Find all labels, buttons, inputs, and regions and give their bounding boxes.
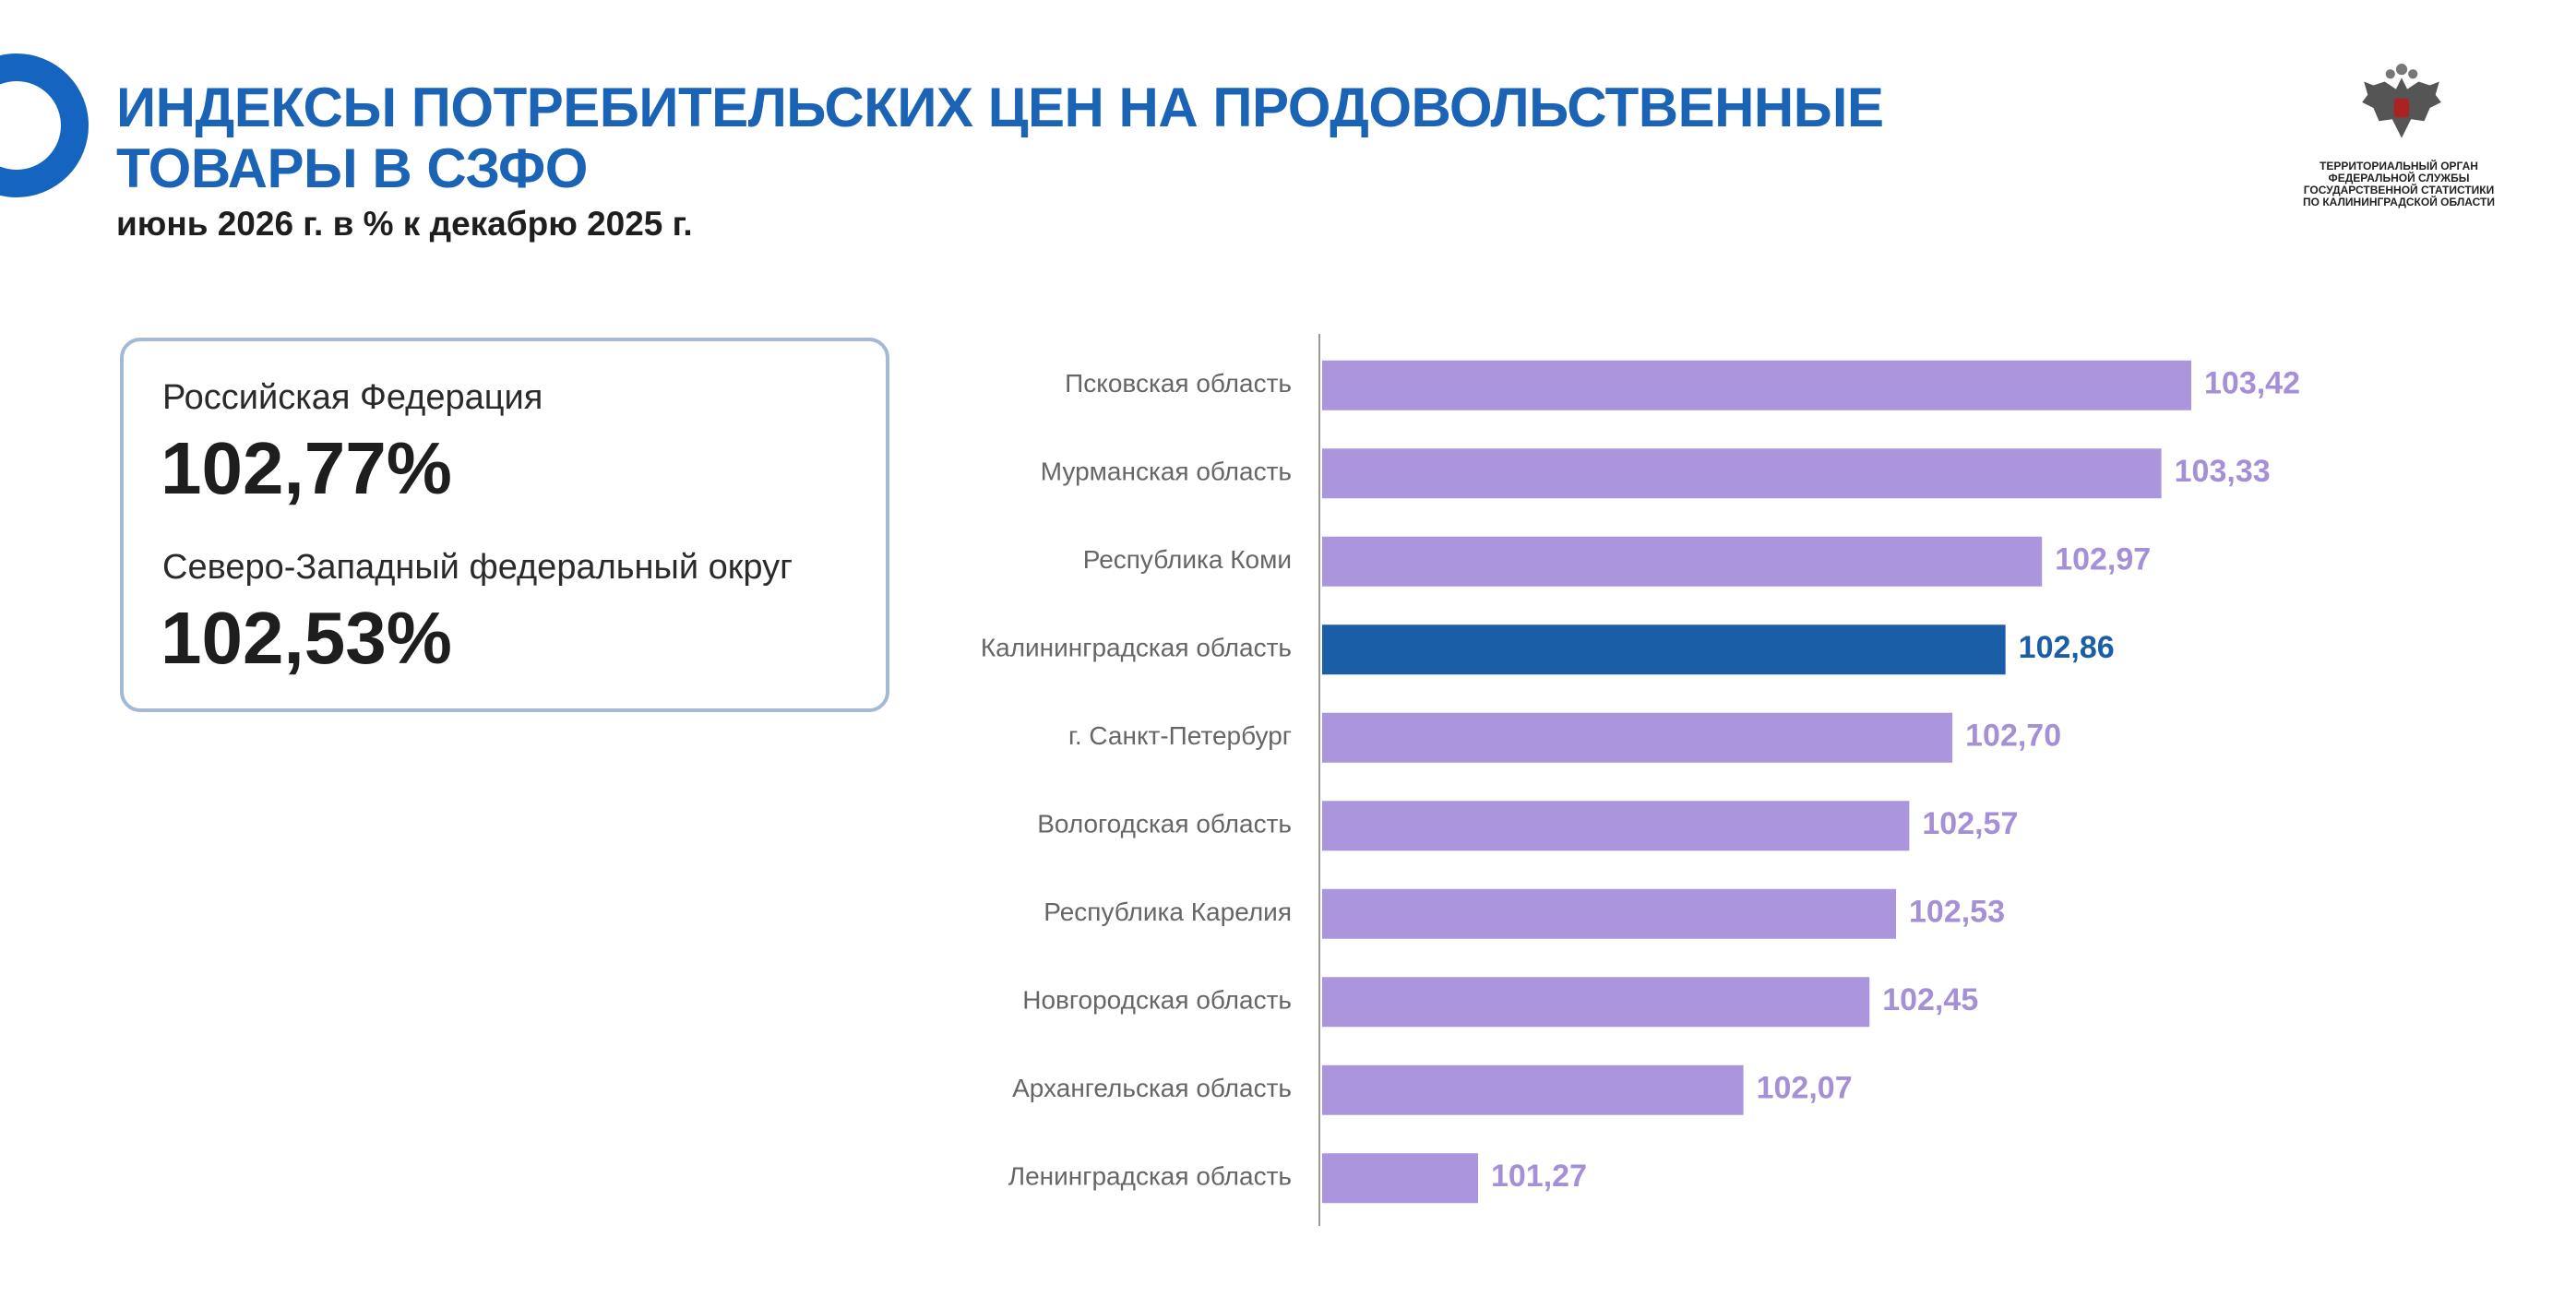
szfo-label: Северо-Западный федеральный округ [162,548,793,587]
category-label: Новгородская область [1022,986,1292,1015]
szfo-value: 102,53% [161,597,452,679]
value-label: 103,33 [2175,454,2271,489]
bar [1322,801,1910,851]
category-label: Республика Коми [1083,545,1292,574]
value-label: 102,57 [1922,806,2018,841]
value-label: 102,86 [2019,630,2115,665]
value-label: 103,42 [2204,366,2300,401]
bar [1322,360,2191,410]
page-title: ИНДЕКСЫ ПОТРЕБИТЕЛЬСКИХ ЦЕН НА ПРОДОВОЛЬ… [116,77,1884,199]
decorative-ring [0,54,89,197]
organization-name: ТЕРРИТОРИАЛЬНЫЙ ОРГАН ФЕДЕРАЛЬНОЙ СЛУЖБЫ… [2242,161,2556,208]
bar [1322,712,1953,763]
value-label: 102,45 [1882,982,1978,1017]
org-line: ФЕДЕРАЛЬНОЙ СЛУЖБЫ [2328,172,2470,184]
title-line-2: ТОВАРЫ В СЗФО [116,137,588,199]
bar [1322,977,1870,1028]
category-label: Архангельская область [1012,1074,1292,1102]
bar-highlighted [1322,624,2006,675]
bar [1322,888,1897,939]
category-label: Вологодская область [1037,810,1292,838]
eagle-emblem-icon [2362,64,2441,138]
org-line: ТЕРРИТОРИАЛЬНЫЙ ОРГАН [2320,160,2478,172]
category-label: Мурманская область [1041,458,1292,486]
value-label: 102,70 [1965,719,2061,754]
bar [1322,1153,1478,1204]
category-label: г. Санкт-Петербург [1068,721,1292,750]
rf-value: 102,77% [161,427,452,509]
page-subtitle: июнь 2026 г. в % к декабрю 2025 г. [116,205,693,243]
bar [1322,448,2162,499]
org-line: ГОСУДАРСТВЕННОЙ СТАТИСТИКИ [2303,184,2495,196]
category-label: Калининградская область [981,634,1292,662]
value-label: 102,97 [2055,542,2151,577]
summary-box: Российская Федерация 102,77% Северо-Запа… [120,338,889,712]
bar-chart: Псковская область 103,42 Мурманская област… [981,334,2300,1226]
value-label: 102,07 [1757,1071,1853,1106]
category-label: Псковская область [1065,369,1292,398]
rf-label: Российская Федерация [162,378,543,417]
title-line-1: ИНДЕКСЫ ПОТРЕБИТЕЛЬСКИХ ЦЕН НА ПРОДОВОЛЬ… [116,77,1884,138]
bar [1322,1064,1744,1115]
value-label: 102,53 [1909,895,2005,930]
category-label: Ленинградская область [1008,1162,1292,1191]
value-label: 101,27 [1491,1159,1587,1194]
category-label: Республика Карелия [1044,898,1292,926]
org-line: ПО КАЛИНИНГРАДСКОЙ ОБЛАСТИ [2303,196,2495,208]
bar [1322,536,2043,587]
